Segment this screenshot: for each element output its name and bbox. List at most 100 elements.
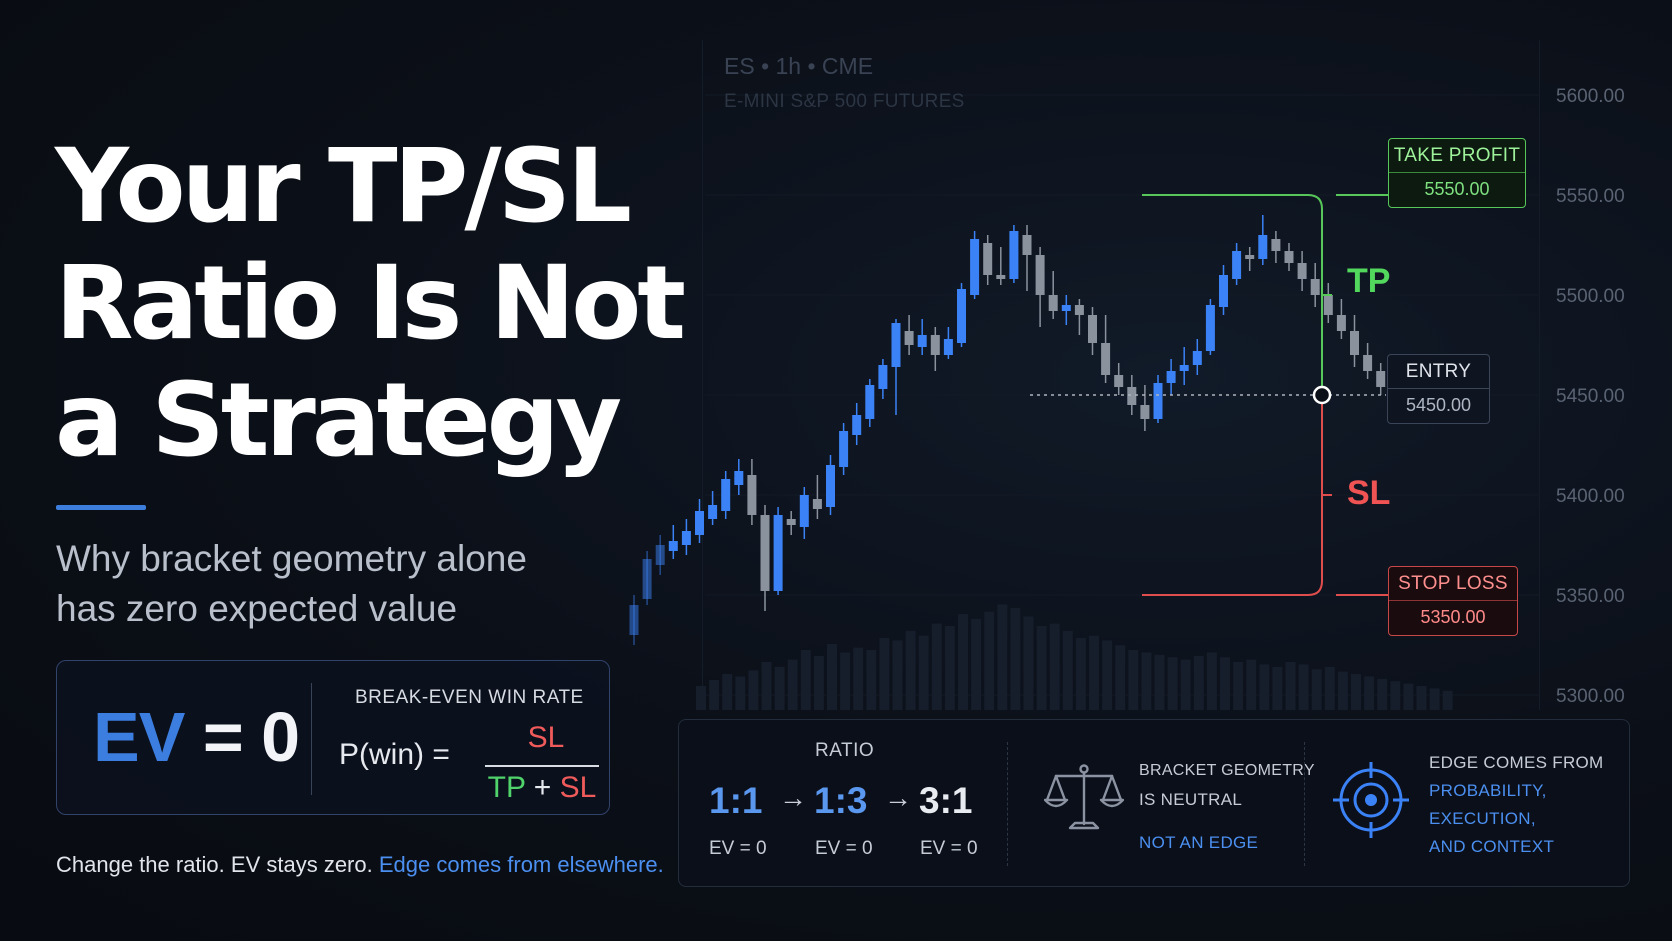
footer-note: Change the ratio. EV stays zero. Edge co…: [56, 852, 664, 878]
candle-body: [1101, 343, 1111, 375]
candle-body: [943, 339, 953, 355]
candle-body: [812, 499, 822, 509]
y-tick-label: 5500.00: [1556, 286, 1625, 307]
subtitle-line-1: Why bracket geometry alone: [56, 538, 527, 579]
volume-bar: [905, 630, 916, 710]
volume-bar: [1010, 608, 1021, 710]
formula-numerator: SL: [527, 721, 565, 754]
fraction-bar: [485, 765, 599, 767]
denominator-tp: TP: [487, 771, 526, 804]
neutral-line-1: BRACKET GEOMETRY: [1139, 762, 1315, 779]
entry-label: ENTRY 5450.00: [1387, 354, 1490, 424]
volume-bar: [1102, 640, 1113, 710]
footer-link[interactable]: Edge comes from elsewhere.: [378, 852, 664, 877]
candle-body: [747, 475, 757, 515]
ev-word: EV: [93, 698, 185, 776]
candle-body: [1297, 263, 1307, 279]
candle-body: [1323, 295, 1333, 315]
tp-bracket: [1142, 194, 1323, 387]
y-tick-label: 5300.00: [1556, 686, 1625, 707]
take-profit-title: TAKE PROFIT: [1389, 139, 1525, 173]
candle-body: [1336, 315, 1346, 331]
ratio-2: 1:3: [814, 780, 868, 821]
volume-bar: [984, 611, 995, 710]
volume-bar: [1416, 686, 1427, 710]
entry-value: 5450.00: [1405, 395, 1472, 415]
candle-body: [708, 505, 718, 519]
candle-body: [1232, 251, 1242, 279]
volume-bar: [1023, 616, 1034, 710]
ratio-3: 3:1: [919, 780, 973, 821]
headline-line-3: a Strategy: [55, 361, 622, 480]
edge-line-3: EXECUTION,: [1429, 809, 1536, 828]
candle-body: [878, 365, 888, 389]
volume-bar: [1364, 676, 1375, 710]
footer-text: Change the ratio. EV stays zero.: [56, 852, 373, 877]
ev-formula-card: EV = 0 BREAK-EVEN WIN RATE P(win) = SL T…: [56, 660, 610, 815]
volume-bar: [735, 676, 746, 710]
candle-body: [1284, 251, 1294, 263]
volume-bar: [1377, 678, 1388, 710]
candle-body: [917, 335, 927, 347]
formula-denominator: TP + SL: [485, 771, 599, 805]
ratio-arrow-1: →: [779, 782, 807, 813]
accent-divider: [56, 505, 146, 510]
neutral-line-3: NOT AN EDGE: [1139, 833, 1259, 852]
candle-body: [1035, 255, 1045, 295]
headline: Your TP/SL Ratio Is Not a Strategy: [55, 128, 686, 480]
candle-body: [996, 275, 1006, 279]
volume-bar: [1089, 635, 1099, 710]
candle-body: [1205, 305, 1215, 351]
chart-frame: [702, 40, 1540, 710]
candle-body: [1127, 387, 1137, 405]
volume-bar: [840, 652, 851, 710]
candle-body: [1376, 371, 1386, 387]
target-icon: [1333, 762, 1409, 838]
candle-body: [695, 511, 704, 535]
headline-line-2: Ratio Is Not: [55, 244, 686, 363]
scales-icon: [1044, 764, 1124, 830]
volume-bar: [997, 604, 1008, 710]
y-tick-label: 5550.00: [1556, 186, 1625, 207]
volume-bar: [709, 680, 720, 710]
volume-bar: [1154, 654, 1165, 710]
candle-body: [1153, 383, 1163, 419]
neutral-line-2: IS NEUTRAL: [1139, 790, 1243, 809]
volume-bar: [1180, 659, 1191, 710]
candle-body: [1088, 315, 1097, 343]
chart-title: ES • 1h • CME: [724, 53, 874, 79]
volume-bar: [1429, 688, 1440, 710]
y-tick-label: 5400.00: [1556, 486, 1625, 507]
denominator-plus: +: [525, 771, 560, 804]
sl-distance-label: SL: [1347, 474, 1391, 512]
volume-bar: [1298, 664, 1309, 710]
volume-bar: [1128, 650, 1139, 710]
candle-body: [1022, 235, 1032, 255]
ratio-3-ev: EV = 0: [920, 838, 978, 859]
volume-bar: [1259, 664, 1270, 710]
volume-bar: [761, 662, 772, 710]
volume-bar: [853, 647, 864, 710]
candle-body: [852, 415, 862, 435]
take-profit-value: 5550.00: [1424, 179, 1490, 199]
ratio-1: 1:1: [709, 780, 763, 821]
volume-bar: [1206, 652, 1217, 710]
chart-subtitle: E-MINI S&P 500 FUTURES: [724, 91, 965, 112]
entry-title: ENTRY: [1388, 355, 1489, 389]
take-profit-label: TAKE PROFIT 5550.00: [1388, 138, 1526, 208]
candle-body: [826, 465, 835, 507]
ev-equation: EV = 0: [93, 697, 300, 777]
ratio-arrow-2: →: [884, 782, 912, 813]
candle-body: [904, 331, 914, 345]
summary-strip: RATIO 1:1 → 1:3 → 3:1 EV = 0 EV = 0 EV =…: [678, 719, 1630, 887]
candle-body: [799, 495, 809, 527]
candle-body: [1271, 239, 1281, 251]
candle-body: [668, 541, 678, 551]
stop-loss-title: STOP LOSS: [1389, 567, 1517, 601]
volume-bar: [1062, 630, 1073, 710]
candle-body: [681, 531, 691, 545]
candle-body: [1245, 255, 1255, 259]
volume-bar: [748, 670, 759, 710]
volume-bar: [971, 618, 982, 710]
candle-body: [839, 431, 849, 467]
